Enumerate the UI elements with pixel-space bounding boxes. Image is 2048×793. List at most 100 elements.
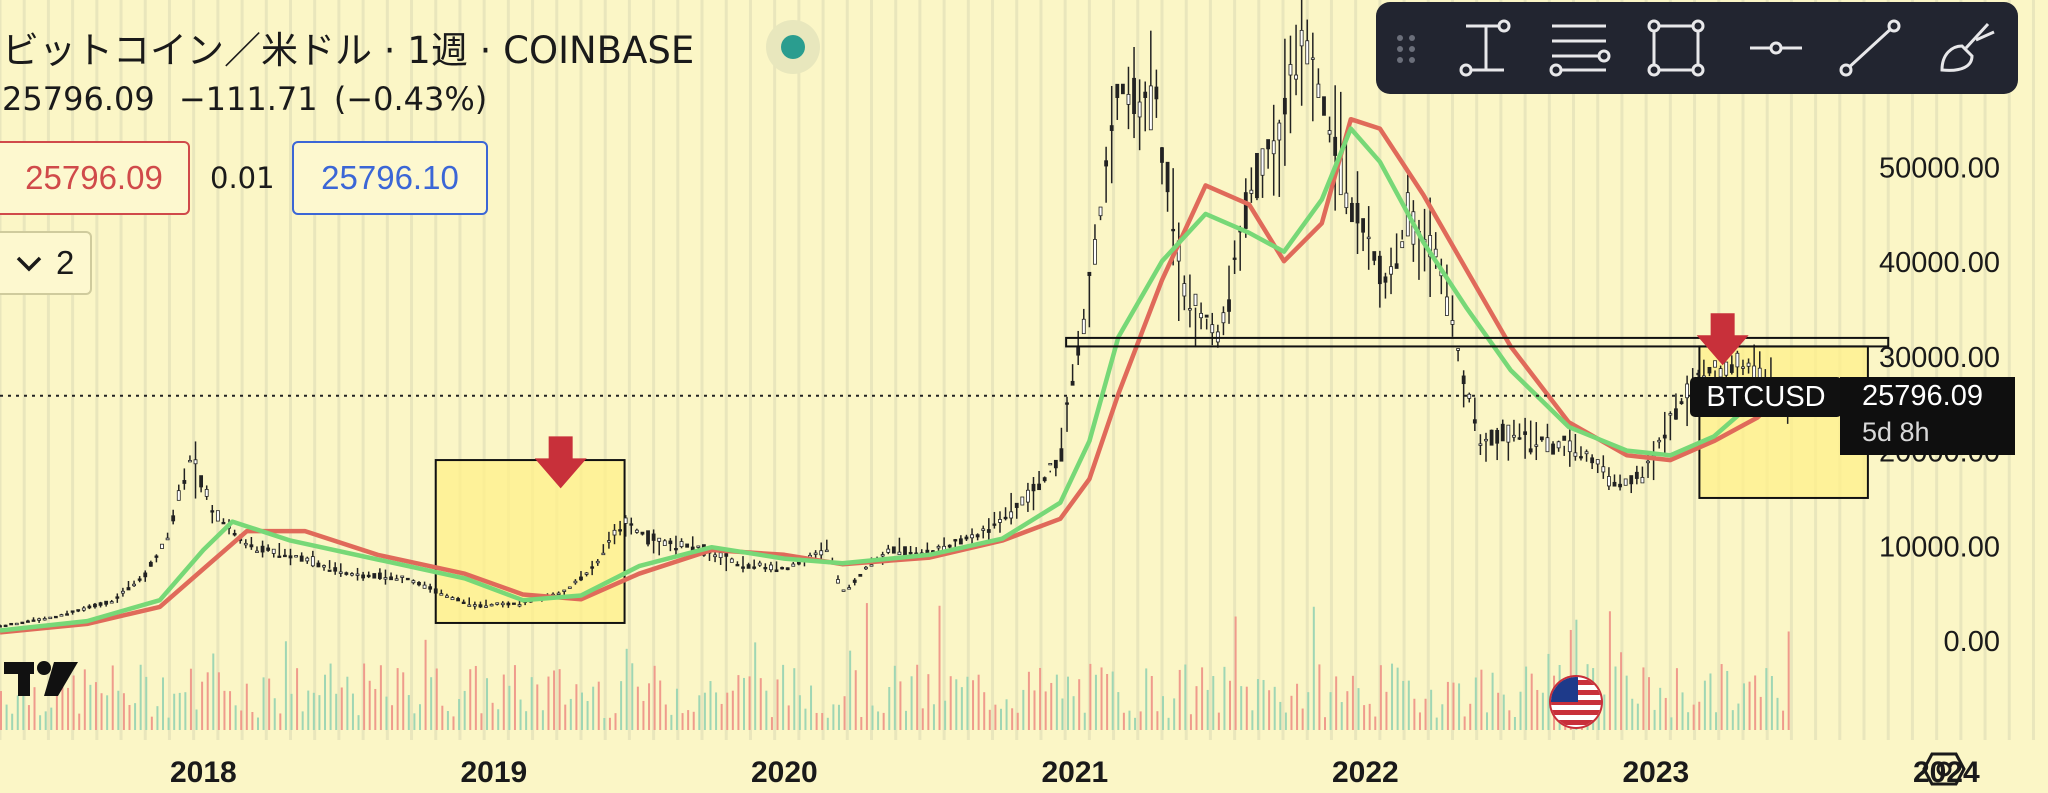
candle-body xyxy=(556,592,561,595)
candle-body xyxy=(752,566,757,569)
candle-body xyxy=(1394,263,1399,269)
volume-bar xyxy=(78,713,81,730)
candle-body xyxy=(277,555,282,558)
volume-bar xyxy=(1067,676,1070,730)
candle-body xyxy=(674,547,678,551)
volume-bar xyxy=(1653,709,1656,730)
y-tick-label: 40000.00 xyxy=(1879,247,2000,279)
candle-body xyxy=(1188,308,1192,311)
candle-body xyxy=(897,551,902,556)
candle-body xyxy=(456,598,460,602)
candle-body xyxy=(584,572,589,575)
volume-bar xyxy=(597,681,600,730)
volume-bar xyxy=(1111,671,1114,730)
candle-body xyxy=(1109,125,1114,131)
horizontal-ray-icon[interactable] xyxy=(1746,18,1806,78)
candle-body xyxy=(294,555,298,558)
tradingview-logo[interactable] xyxy=(0,656,84,698)
candle-body xyxy=(1428,235,1433,258)
volume-bar xyxy=(815,712,818,730)
volume-bar xyxy=(245,683,248,730)
fib-lines-icon[interactable] xyxy=(1548,18,1611,78)
candle-body xyxy=(372,573,377,579)
candle-body xyxy=(886,548,891,553)
candle-body xyxy=(121,590,125,594)
candle-body xyxy=(422,584,427,589)
candle-body xyxy=(813,552,818,555)
volume-bar xyxy=(1212,676,1215,730)
sell-price-button[interactable]: 25796.09 xyxy=(0,141,190,215)
volume-bar xyxy=(955,679,958,730)
volume-bar xyxy=(1044,691,1047,730)
candle-body xyxy=(1132,77,1136,115)
volume-bar xyxy=(1742,683,1745,730)
drag-handle-icon[interactable] xyxy=(1394,18,1420,78)
candle-body xyxy=(1618,483,1622,488)
volume-bar xyxy=(1391,663,1394,730)
candle-body xyxy=(271,548,276,554)
market-status-indicator[interactable] xyxy=(766,20,820,74)
volume-bar xyxy=(290,693,293,730)
candle-body xyxy=(160,543,164,549)
volume-bar xyxy=(491,702,494,730)
candle-body xyxy=(1472,419,1477,424)
indicators-toggle[interactable]: 2 xyxy=(0,231,92,295)
volume-bar xyxy=(999,708,1002,730)
volume-bar xyxy=(240,710,243,730)
candle-body xyxy=(1724,361,1729,376)
candle-body xyxy=(1227,299,1231,312)
candle-body xyxy=(1210,324,1215,334)
volume-bar xyxy=(608,717,611,730)
chart-settings-icon[interactable] xyxy=(1922,750,1966,788)
candle-body xyxy=(1551,443,1555,455)
buy-price-button[interactable]: 25796.10 xyxy=(292,141,488,215)
volume-bar xyxy=(1290,695,1293,730)
volume-bar xyxy=(357,715,360,730)
candle-body xyxy=(81,607,86,611)
volume-bar xyxy=(329,663,332,730)
candle-body xyxy=(780,566,785,570)
candle-body xyxy=(819,550,824,556)
candle-body xyxy=(215,510,220,522)
volume-bar xyxy=(715,692,718,730)
volume-bar xyxy=(642,700,645,730)
candle-body xyxy=(1271,140,1276,155)
candle-body xyxy=(3,624,8,628)
us-flag-icon[interactable] xyxy=(1548,674,1604,730)
rectangle-icon[interactable] xyxy=(1646,18,1706,78)
candle-body xyxy=(76,609,81,612)
candle-body xyxy=(1456,348,1460,351)
candle-body xyxy=(1221,312,1226,324)
candle-body xyxy=(260,545,265,553)
volume-bar xyxy=(1776,697,1779,730)
volume-bar xyxy=(1094,674,1097,730)
candle-body xyxy=(947,544,952,548)
price-change-pct: (−0.43%) xyxy=(333,80,488,118)
volume-bar xyxy=(1268,690,1271,730)
volume-bar xyxy=(1659,687,1662,730)
candle-body xyxy=(1282,97,1287,115)
volume-bar xyxy=(1016,712,1019,730)
candle-body xyxy=(199,475,204,488)
volume-bar xyxy=(1631,698,1634,730)
candle-body xyxy=(640,531,645,535)
candle-body xyxy=(1299,29,1304,47)
volume-bar xyxy=(798,695,801,730)
candle-body xyxy=(958,538,963,545)
volume-bar xyxy=(675,688,678,730)
brush-icon[interactable] xyxy=(1936,18,1996,78)
candle-body xyxy=(1355,202,1360,224)
candle-body xyxy=(1232,257,1237,260)
candle-body xyxy=(439,593,444,596)
candle-body xyxy=(1567,440,1572,453)
volume-bar xyxy=(759,678,762,730)
volume-bar xyxy=(653,665,656,730)
candle-body xyxy=(1623,478,1628,486)
candle-body xyxy=(986,529,991,533)
trend-line-icon[interactable] xyxy=(1838,18,1901,78)
volume-bar xyxy=(1363,705,1366,730)
candle-body xyxy=(450,597,455,601)
candle-body xyxy=(964,536,969,540)
measure-icon[interactable] xyxy=(1456,18,1516,78)
